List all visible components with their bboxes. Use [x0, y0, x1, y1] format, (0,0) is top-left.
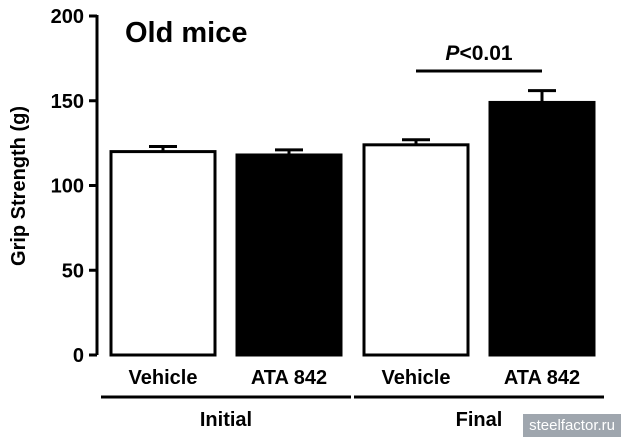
y-tick-label: 100 — [51, 176, 84, 198]
x-category-label: ATA 842 — [504, 367, 580, 389]
bar — [109, 150, 217, 357]
bar — [235, 153, 343, 357]
y-axis-label: Grip Strength (g) — [8, 106, 30, 266]
bar — [362, 143, 470, 357]
y-tick-label: 150 — [51, 91, 84, 113]
group-label: Final — [456, 409, 503, 431]
y-tick-label: 200 — [51, 6, 84, 28]
x-category-label: Vehicle — [382, 367, 451, 389]
x-category-label: ATA 842 — [251, 367, 327, 389]
group-label: Initial — [200, 409, 252, 431]
watermark-badge: steelfactor.ru — [523, 414, 621, 437]
y-tick-label: 0 — [73, 345, 84, 367]
x-category-label: Vehicle — [129, 367, 198, 389]
chart-title: Old mice — [125, 17, 248, 49]
y-tick-label: 50 — [62, 260, 84, 282]
significance-label: P<0.01 — [445, 42, 512, 65]
bar — [488, 100, 596, 357]
plot-area: 0 50 100 150 200 Vehicle ATA 842 Vehicle ATA 842… — [51, 6, 604, 431]
